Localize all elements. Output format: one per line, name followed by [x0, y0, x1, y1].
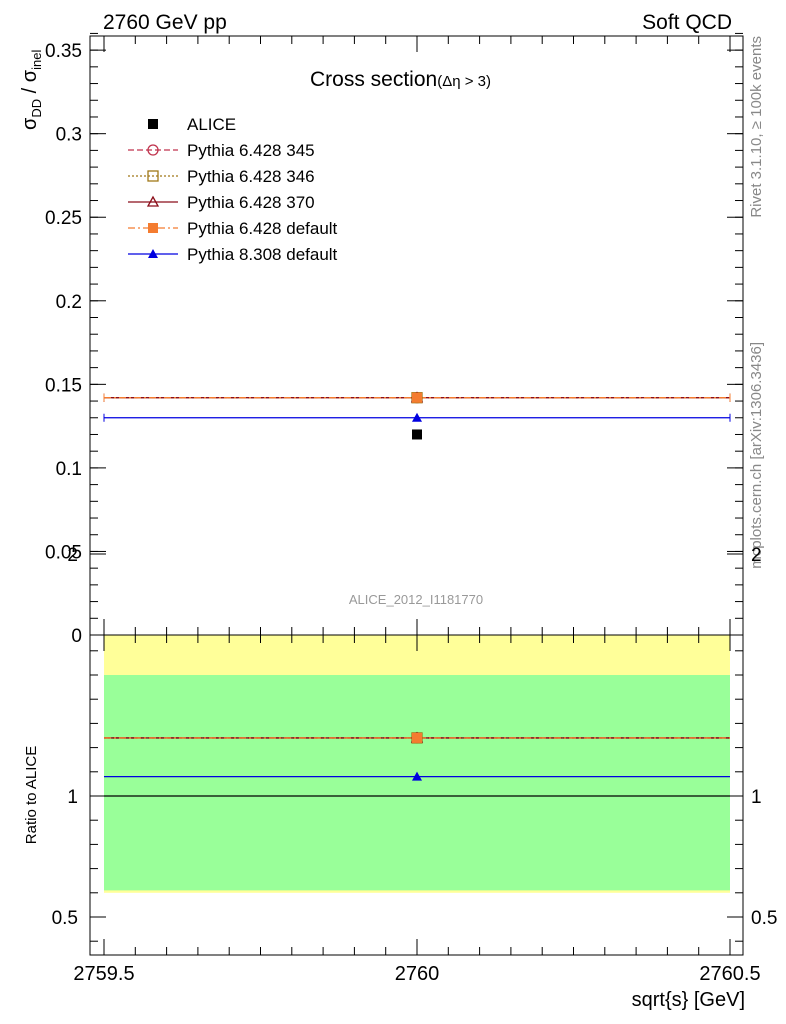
ratio-y-tick-label: 0.5 — [52, 908, 78, 929]
main-title: Cross section(Δη > 3) — [310, 68, 491, 91]
ratio-y-tick-label: 2 — [67, 545, 78, 566]
main-ylabel: σDD / σinel — [19, 50, 44, 130]
legend-marker-pythia-6-428-346 — [147, 170, 159, 182]
header-left: 2760 GeV pp — [103, 11, 227, 34]
point-pythia-6-428-default — [412, 392, 422, 403]
y-tick-label: 0.3 — [56, 125, 82, 146]
y-tick-label: 0.35 — [45, 41, 82, 62]
legend-label-alice: ALICE — [187, 115, 236, 134]
y-tick-label: 0.2 — [56, 292, 82, 313]
y-tick-label: 0.1 — [56, 459, 82, 480]
legend-marker-pythia-6-428-370 — [146, 195, 160, 207]
legend-label-pythia-6-428-370: Pythia 6.428 370 — [187, 193, 315, 212]
ratio-panel: 0.5 0.5 1 1 2 2 2759.5 2760 2760.5 Ratio to ALIC… — [23, 545, 777, 1011]
main-panel: 0 0.05 0.1 0.15 0.2 0.25 0.3 0.35 ALICE Pythia 6… — [19, 32, 744, 647]
ratio-y-tick-label-right: 2 — [751, 545, 762, 566]
main-title-suffix: (Δη > 3) — [437, 73, 491, 90]
ratio-y-tick-label-right: 1 — [751, 787, 762, 808]
point-pythia-8-308-default — [412, 412, 422, 422]
analysis-label: ALICE_2012_I1181770 — [349, 592, 483, 607]
band-stat-uncertainty — [104, 675, 730, 891]
legend-label-pythia-6-428-345: Pythia 6.428 345 — [187, 141, 315, 160]
point-alice — [412, 429, 422, 440]
mcplots-label: mcplots.cern.ch [arXiv:1306.3436] — [748, 342, 765, 569]
legend-marker-pythia-6-428-345 — [147, 144, 159, 156]
y-tick-label: 0.05 — [45, 542, 82, 563]
header-right: Soft QCD — [642, 11, 732, 34]
legend-label-pythia-6-428-default: Pythia 6.428 default — [187, 219, 338, 238]
ratio-y-tick-label: 1 — [67, 787, 78, 808]
x-tick-label: 2760.5 — [699, 963, 760, 985]
ratio-point-pythia-8-308-default — [412, 771, 422, 781]
main-title-text: Cross section — [310, 68, 437, 91]
legend-label-pythia-6-428-346: Pythia 6.428 346 — [187, 167, 315, 186]
rivet-label: Rivet 3.1.10, ≥ 100k events — [748, 36, 765, 218]
legend-marker-pythia-6-428-default — [148, 223, 158, 233]
y-tick-label: 0 — [71, 626, 82, 647]
legend-label-pythia-8-308-default: Pythia 8.308 default — [187, 245, 338, 264]
ratio-ylabel: Ratio to ALICE — [23, 746, 40, 844]
y-tick-label: 0.15 — [45, 375, 82, 396]
y-tick-label: 0.25 — [45, 208, 82, 229]
ratio-point-pythia-6-428-default — [412, 732, 422, 743]
x-tick-label: 2760 — [395, 963, 440, 985]
x-axis-label: sqrt{s} [GeV] — [632, 989, 745, 1011]
legend-marker-pythia-8-308-default — [148, 249, 158, 258]
ratio-y-tick-label-right: 0.5 — [751, 908, 777, 929]
x-tick-label: 2759.5 — [73, 963, 134, 985]
legend-marker-alice — [148, 119, 158, 129]
